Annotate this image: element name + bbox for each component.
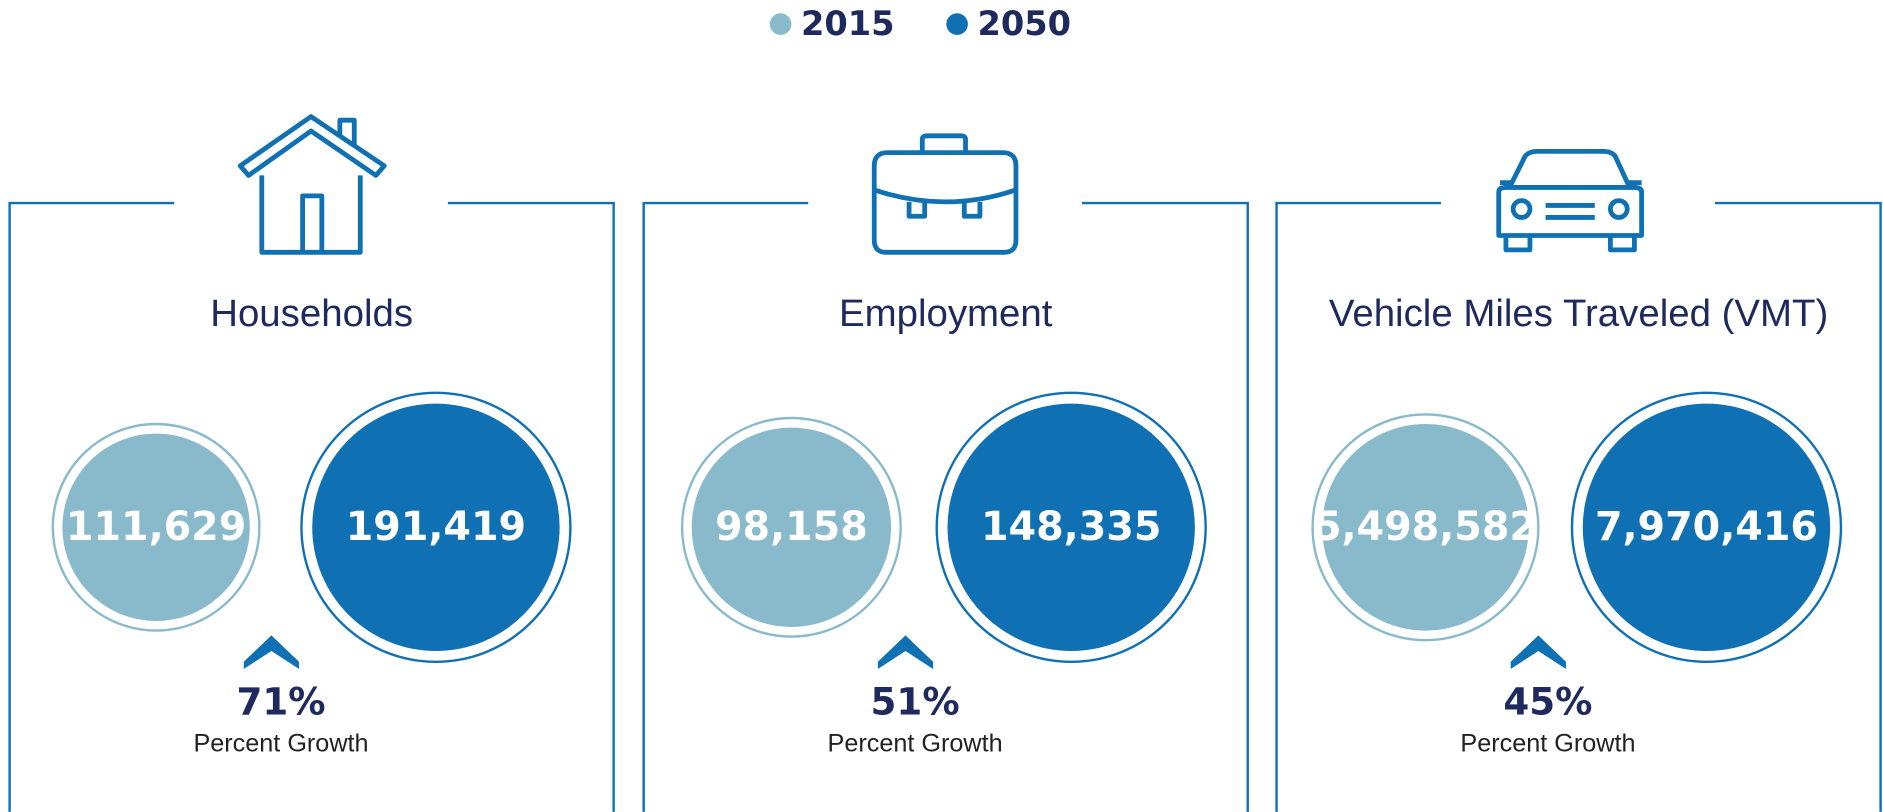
- circle-2050: [312, 403, 560, 651]
- panel: Vehicle Miles Traveled (VMT) 5,498,582 7,9…: [1275, 149, 1882, 812]
- panel: Households 111,629 191,419 71% Percent Growt…: [8, 114, 615, 812]
- circle-2015: [62, 433, 250, 621]
- panel-title: Vehicle Miles Traveled (VMT): [1329, 292, 1828, 335]
- value-2050: 191,419: [346, 504, 526, 550]
- panel-frame: [1275, 201, 1882, 812]
- legend-swatch: [946, 13, 968, 35]
- ring-2015: [680, 416, 902, 638]
- legend-label: 2015: [801, 4, 895, 43]
- ring-2050: [300, 391, 572, 663]
- panel-icon: [1496, 149, 1645, 253]
- circle-2015: [691, 427, 892, 627]
- ring-2015: [51, 422, 261, 632]
- panel-title: Households: [210, 292, 413, 335]
- value-2050: 148,335: [981, 504, 1161, 550]
- ring-2050: [1570, 391, 1843, 663]
- circle-2050: [1582, 403, 1831, 651]
- icon-headlight: [1510, 198, 1533, 220]
- growth-value: 71%: [236, 679, 325, 723]
- value-2015: 98,158: [715, 504, 868, 550]
- ring-2015: [1311, 413, 1540, 642]
- icon-headlight: [1607, 198, 1630, 220]
- growth-label: Percent Growth: [193, 729, 368, 757]
- panel-icon: [237, 114, 387, 255]
- panel: Employment 98,158 148,335 51% Percent Growth: [642, 133, 1249, 812]
- growth-label: Percent Growth: [828, 729, 1003, 757]
- circle-2015: [1322, 424, 1529, 631]
- growth-arrow: [877, 635, 934, 669]
- value-2050: 7,970,416: [1595, 504, 1818, 550]
- value-2015: 5,498,582: [1314, 504, 1537, 550]
- growth-value: 45%: [1503, 679, 1592, 723]
- legend-label: 2050: [978, 4, 1072, 43]
- growth-arrow: [1510, 635, 1566, 669]
- ring-2050: [935, 391, 1207, 663]
- growth-label: Percent Growth: [1460, 729, 1635, 757]
- panel-title: Employment: [839, 292, 1053, 335]
- value-2015: 111,629: [66, 504, 246, 550]
- panel-frame: [8, 201, 615, 812]
- panel-icon: [871, 133, 1019, 255]
- growth-value: 51%: [871, 679, 960, 723]
- legend-swatch: [769, 13, 792, 35]
- panel-frame: [642, 201, 1249, 812]
- circle-2050: [947, 403, 1195, 651]
- growth-arrow: [243, 635, 300, 669]
